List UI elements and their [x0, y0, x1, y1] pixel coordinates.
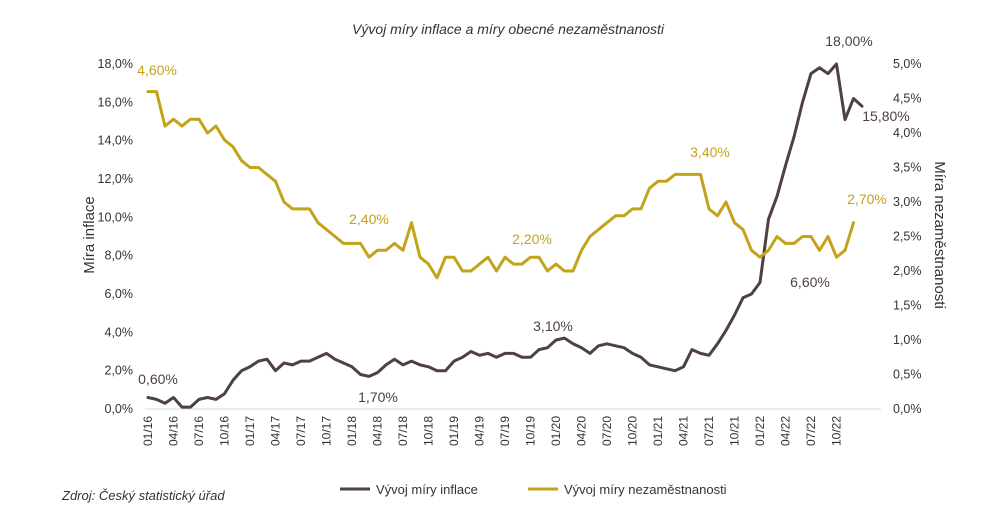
series-line-inflation [146, 62, 864, 409]
y-right-tick-label: 1,5% [893, 299, 922, 313]
data-label: 15,80% [862, 108, 909, 124]
y-axis-left: 0,0% 2,0% 4,0% 6,0% 8,0% 10,0% 12,0% 14,0% 16,0%… [98, 57, 133, 416]
x-tick-label: 10/20 [626, 416, 640, 446]
data-label: 6,60% [790, 274, 830, 290]
x-tick-label: 07/20 [600, 416, 614, 446]
y-axis-right: 0,0% 0,5% 1,0% 1,5% 2,0% 2,5% 3,0% 3,5% 4,0% 4,5%… [893, 57, 922, 416]
y-right-tick-label: 4,5% [893, 92, 922, 106]
data-label: 2,40% [349, 211, 389, 227]
y-left-tick-label: 6,0% [105, 287, 134, 301]
data-label: 1,70% [358, 389, 398, 405]
x-tick-label: 07/16 [192, 416, 206, 446]
series-line-unemployment [146, 90, 855, 280]
x-tick-label: 04/20 [575, 416, 589, 446]
y-left-tick-label: 4,0% [105, 325, 134, 339]
x-tick-label: 01/16 [141, 416, 155, 446]
y-right-tick-label: 0,5% [893, 368, 922, 382]
y-right-tick-label: 2,5% [893, 230, 922, 244]
x-tick-label: 04/19 [473, 416, 487, 446]
x-tick-label: 10/19 [524, 416, 538, 446]
y-left-tick-label: 2,0% [105, 364, 134, 378]
data-label: 2,70% [847, 191, 887, 207]
y-left-tick-label: 16,0% [98, 95, 133, 109]
x-tick-label: 01/20 [549, 416, 563, 446]
data-labels: 0,60% 1,70% 3,10% 6,60% 18,00% 15,80% 4,60% 2,4… [137, 33, 910, 405]
y-right-tick-label: 1,0% [893, 333, 922, 347]
data-label: 3,40% [690, 144, 730, 160]
y-axis-left-label: Míra inflace [81, 196, 98, 274]
legend-label-inflation: Vývoj míry inflace [376, 482, 478, 497]
x-tick-label: 04/17 [269, 416, 283, 446]
data-label: 4,60% [137, 62, 177, 78]
legend-label-unemployment: Vývoj míry nezaměstnanosti [564, 482, 727, 497]
x-tick-label: 07/21 [702, 416, 716, 446]
x-tick-label: 04/18 [371, 416, 385, 446]
x-tick-label: 10/22 [830, 416, 844, 446]
x-tick-label: 01/21 [651, 416, 665, 446]
y-left-tick-label: 14,0% [98, 134, 133, 148]
data-label: 18,00% [825, 33, 872, 49]
x-tick-label: 01/22 [753, 416, 767, 446]
data-label: 0,60% [138, 371, 178, 387]
y-right-tick-label: 5,0% [893, 57, 922, 71]
y-left-tick-label: 12,0% [98, 172, 133, 186]
y-right-tick-label: 2,0% [893, 264, 922, 278]
y-right-tick-label: 3,5% [893, 161, 922, 175]
x-axis: 01/16 04/16 07/16 10/16 01/17 04/17 07/17 10/17… [141, 408, 881, 446]
y-left-tick-label: 8,0% [105, 249, 134, 263]
x-tick-label: 04/21 [677, 416, 691, 446]
x-tick-label: 07/18 [396, 416, 410, 446]
x-tick-label: 07/19 [498, 416, 512, 446]
y-right-tick-label: 4,0% [893, 126, 922, 140]
data-label: 3,10% [533, 318, 573, 334]
x-tick-label: 07/17 [294, 416, 308, 446]
source-note: Zdroj: Český statistický úřad [61, 488, 225, 503]
legend: Vývoj míry inflace Vývoj míry nezaměstna… [340, 482, 727, 497]
x-tick-label: 10/18 [422, 416, 436, 446]
y-axis-right-label: Míra nezaměstnanosti [931, 161, 948, 309]
x-tick-label: 10/21 [728, 416, 742, 446]
y-right-tick-label: 0,0% [893, 402, 922, 416]
x-tick-label: 01/18 [345, 416, 359, 446]
data-label: 2,20% [512, 231, 552, 247]
y-left-tick-label: 0,0% [105, 402, 134, 416]
x-tick-label: 04/16 [167, 416, 181, 446]
x-tick-label: 04/22 [779, 416, 793, 446]
x-tick-label: 10/16 [218, 416, 232, 446]
y-right-tick-label: 3,0% [893, 195, 922, 209]
y-left-tick-label: 10,0% [98, 210, 133, 224]
y-left-tick-label: 18,0% [98, 57, 133, 71]
chart-title: Vývoj míry inflace a míry obecné nezaměs… [352, 21, 665, 37]
series-group [146, 62, 864, 409]
x-tick-label: 01/17 [243, 416, 257, 446]
x-tick-label: 10/17 [320, 416, 334, 446]
x-tick-label: 01/19 [447, 416, 461, 446]
x-tick-label: 07/22 [804, 416, 818, 446]
